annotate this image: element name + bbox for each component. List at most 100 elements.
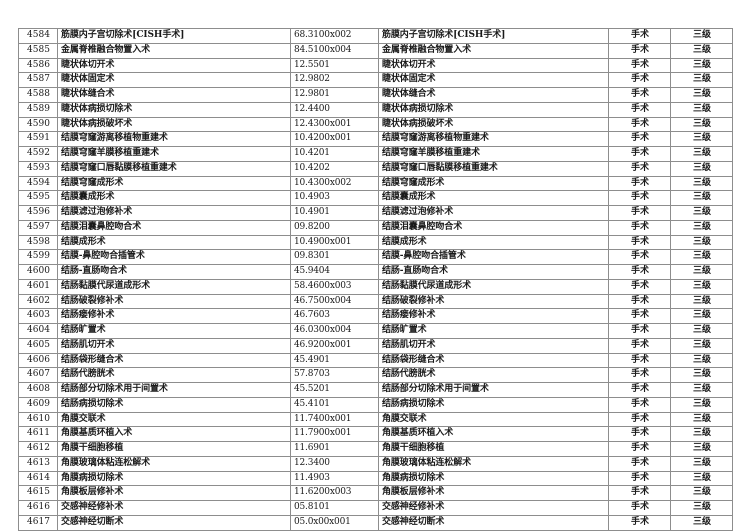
table-row: 4588 睫状体缝合术 12.9801 睫状体缝合术 手术 三级: [18, 87, 733, 103]
cell-procedure-name: 角膜板层修补术: [57, 485, 291, 501]
cell-row-number: 4587: [18, 72, 58, 88]
cell-procedure-name-duplicate: 结肠病损切除术: [378, 396, 609, 413]
cell-procedure-level: 三级: [670, 234, 733, 251]
cell-procedure-name: 结肠代膀胱术: [57, 367, 291, 383]
cell-procedure-level: 三级: [670, 337, 733, 354]
cell-procedure-code: 10.4300x002: [290, 175, 379, 192]
cell-procedure-name-duplicate: 结膜泪囊鼻腔吻合术: [378, 219, 609, 236]
cell-procedure-name-duplicate: 结膜囊成形术: [378, 190, 609, 206]
cell-procedure-type: 手术: [608, 352, 671, 369]
cell-procedure-type: 手术: [608, 87, 671, 103]
cell-row-number: 4605: [18, 337, 58, 354]
table-row: 4597 结膜泪囊鼻腔吻合术 09.8200 结膜泪囊鼻腔吻合术 手术 三级: [18, 219, 733, 236]
cell-procedure-name-duplicate: 睫状体切开术: [378, 57, 609, 74]
cell-procedure-name: 角膜病损切除术: [57, 470, 291, 487]
cell-row-number: 4611: [18, 426, 58, 442]
cell-procedure-name: 结肠肌切开术: [57, 337, 291, 354]
cell-procedure-code: 12.4400: [290, 101, 379, 118]
cell-procedure-code: 45.4901: [290, 352, 379, 369]
cell-row-number: 4616: [18, 500, 58, 516]
cell-procedure-code: 84.5100x004: [290, 42, 379, 59]
cell-procedure-name-duplicate: 结膜成形术: [378, 234, 609, 251]
cell-row-number: 4612: [18, 441, 58, 457]
cell-procedure-name: 结肠旷置术: [57, 323, 291, 339]
cell-procedure-name-duplicate: 角膜干细胞移植: [378, 441, 609, 457]
table-row: 4608 结肠部分切除术用于间置术 45.5201 结肠部分切除术用于间置术 手术 三级: [18, 382, 733, 398]
cell-procedure-code: 12.9802: [290, 72, 379, 88]
table-row: 4610 角膜交联术 11.7400x001 角膜交联术 手术 三级: [18, 411, 733, 428]
cell-procedure-level: 三级: [670, 485, 733, 501]
cell-procedure-type: 手术: [608, 160, 671, 177]
cell-procedure-level: 三级: [670, 190, 733, 206]
cell-procedure-name-duplicate: 金属脊椎融合物置入术: [378, 42, 609, 59]
cell-procedure-level: 三级: [670, 396, 733, 413]
cell-procedure-type: 手术: [608, 382, 671, 398]
table-row: 4596 结膜滤过泡修补术 10.4901 结膜滤过泡修补术 手术 三级: [18, 205, 733, 221]
cell-procedure-name-duplicate: 结肠瘘修补术: [378, 308, 609, 324]
cell-procedure-code: 45.5201: [290, 382, 379, 398]
table-row: 4600 结肠-直肠吻合术 45.9404 结肠-直肠吻合术 手术 三级: [18, 264, 733, 280]
cell-procedure-type: 手术: [608, 205, 671, 221]
cell-procedure-name-duplicate: 结肠-直肠吻合术: [378, 264, 609, 280]
cell-row-number: 4607: [18, 367, 58, 383]
cell-procedure-name: 结肠-直肠吻合术: [57, 264, 291, 280]
cell-procedure-name-duplicate: 睫状体病损破坏术: [378, 116, 609, 133]
cell-procedure-code: 11.6901: [290, 441, 379, 457]
table-row: 4617 交感神经切断术 05.0x00x001 交感神经切断术 手术 三级: [18, 514, 733, 531]
cell-procedure-code: 12.5501: [290, 57, 379, 74]
cell-procedure-name-duplicate: 结膜穹窿口唇黏膜移植重建术: [378, 160, 609, 177]
cell-procedure-level: 三级: [670, 293, 733, 310]
table-row: 4602 结肠破裂修补术 46.7500x004 结肠破裂修补术 手术 三级: [18, 293, 733, 310]
cell-procedure-name: 角膜交联术: [57, 411, 291, 428]
cell-procedure-name-duplicate: 结肠肌切开术: [378, 337, 609, 354]
cell-procedure-code: 46.7500x004: [290, 293, 379, 310]
cell-row-number: 4606: [18, 352, 58, 369]
cell-procedure-name: 结肠病损切除术: [57, 396, 291, 413]
cell-procedure-type: 手术: [608, 278, 671, 295]
cell-procedure-type: 手术: [608, 42, 671, 59]
cell-procedure-name-duplicate: 睫状体固定术: [378, 72, 609, 88]
cell-procedure-name: 结肠破裂修补术: [57, 293, 291, 310]
cell-procedure-name: 睫状体病损切除术: [57, 101, 291, 118]
table-row: 4601 结肠黏膜代尿道成形术 58.4600x003 结肠黏膜代尿道成形术 手术 三级: [18, 278, 733, 295]
cell-row-number: 4604: [18, 323, 58, 339]
table-row: 4589 睫状体病损切除术 12.4400 睫状体病损切除术 手术 三级: [18, 101, 733, 118]
table-row: 4605 结肠肌切开术 46.9200x001 结肠肌切开术 手术 三级: [18, 337, 733, 354]
cell-procedure-type: 手术: [608, 116, 671, 133]
cell-procedure-level: 三级: [670, 205, 733, 221]
cell-row-number: 4602: [18, 293, 58, 310]
cell-procedure-name: 结膜穹窿羊膜移植重建术: [57, 146, 291, 162]
cell-procedure-name-duplicate: 交感神经修补术: [378, 500, 609, 516]
cell-procedure-code: 10.4201: [290, 146, 379, 162]
cell-procedure-level: 三级: [670, 87, 733, 103]
cell-procedure-code: 10.4900x001: [290, 234, 379, 251]
cell-procedure-name-duplicate: 结膜-鼻腔吻合插管术: [378, 249, 609, 265]
cell-procedure-code: 46.7603: [290, 308, 379, 324]
table-row: 4599 结膜-鼻腔吻合插管术 09.8301 结膜-鼻腔吻合插管术 手术 三级: [18, 249, 733, 265]
cell-procedure-level: 三级: [670, 278, 733, 295]
cell-procedure-type: 手术: [608, 411, 671, 428]
cell-procedure-code: 11.6200x003: [290, 485, 379, 501]
cell-procedure-name-duplicate: 交感神经切断术: [378, 514, 609, 531]
cell-procedure-name: 结膜穹窿口唇黏膜移植重建术: [57, 160, 291, 177]
cell-procedure-code: 12.9801: [290, 87, 379, 103]
cell-row-number: 4597: [18, 219, 58, 236]
table-row: 4615 角膜板层修补术 11.6200x003 角膜板层修补术 手术 三级: [18, 485, 733, 501]
cell-row-number: 4617: [18, 514, 58, 531]
cell-procedure-type: 手术: [608, 470, 671, 487]
table-container: 4584 筋膜内子宫切除术[CISH手术] 68.3100x002 筋膜内子宫切除术[…: [18, 28, 733, 531]
cell-row-number: 4595: [18, 190, 58, 206]
cell-procedure-name-duplicate: 结肠代膀胱术: [378, 367, 609, 383]
table-row: 4586 睫状体切开术 12.5501 睫状体切开术 手术 三级: [18, 57, 733, 74]
cell-procedure-level: 三级: [670, 308, 733, 324]
cell-procedure-name-duplicate: 睫状体缝合术: [378, 87, 609, 103]
cell-procedure-code: 11.7900x001: [290, 426, 379, 442]
cell-procedure-name: 结肠黏膜代尿道成形术: [57, 278, 291, 295]
cell-procedure-code: 05.8101: [290, 500, 379, 516]
cell-procedure-type: 手术: [608, 249, 671, 265]
cell-procedure-name-duplicate: 结肠黏膜代尿道成形术: [378, 278, 609, 295]
cell-row-number: 4596: [18, 205, 58, 221]
table-row: 4594 结膜穹窿成形术 10.4300x002 结膜穹窿成形术 手术 三级: [18, 175, 733, 192]
cell-row-number: 4589: [18, 101, 58, 118]
table-body: 4584 筋膜内子宫切除术[CISH手术] 68.3100x002 筋膜内子宫切除术[…: [18, 28, 733, 531]
